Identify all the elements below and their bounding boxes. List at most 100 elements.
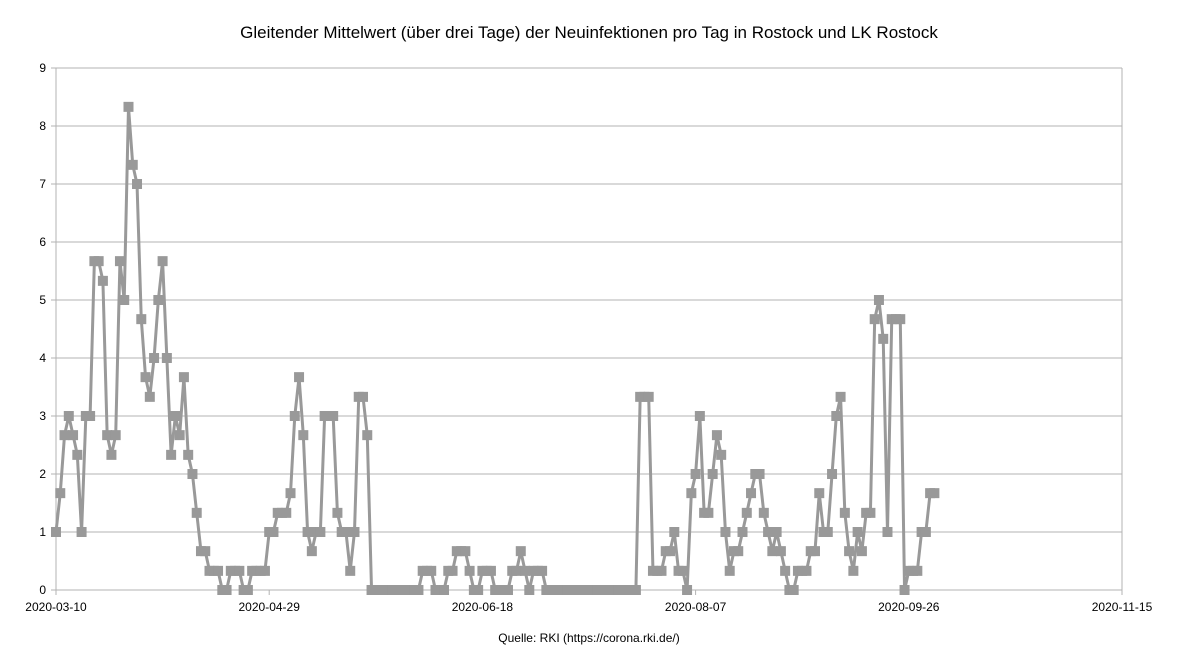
data-point [839,507,850,518]
data-point [221,585,232,595]
data-point [63,411,74,421]
x-tick-label: 2020-09-26 [878,600,940,614]
data-point [814,488,825,499]
y-tick-label: 1 [39,525,46,539]
data-point [183,449,194,460]
data-point [149,353,160,363]
data-point [114,256,125,267]
data-point [473,585,484,595]
data-point [187,469,198,479]
data-point [191,507,202,518]
data-point [758,507,769,518]
data-point [234,565,245,576]
data-point [771,527,782,537]
data-point [93,256,104,267]
data-point [737,527,748,537]
data-point [720,527,731,537]
axes [51,67,1123,595]
y-tick-label: 7 [39,177,46,191]
data-point [178,372,189,383]
data-series [51,101,940,595]
data-point [801,565,812,576]
data-point [460,546,471,557]
data-point [127,159,138,170]
data-point [200,546,211,557]
x-tick-label: 2020-06-18 [452,600,514,614]
data-point [213,565,224,576]
data-point [123,101,134,112]
data-point [630,585,641,595]
data-point [281,507,292,518]
data-point [746,488,757,499]
data-point [285,488,296,499]
y-tick-label: 5 [39,293,46,307]
data-point [809,546,820,557]
data-point [97,275,108,286]
data-point [110,430,121,441]
series-line [54,105,935,592]
data-point [711,430,722,441]
data-point [242,585,253,595]
data-point [878,333,889,344]
y-tick-label: 8 [39,119,46,133]
x-tick-label: 2020-11-15 [1092,600,1153,614]
data-point [136,314,147,325]
data-point [656,565,667,576]
data-point [831,411,842,421]
y-tick-labels: 0 1 2 3 4 5 6 7 8 9 [39,61,46,597]
data-point [349,527,360,537]
data-point [502,585,513,595]
data-point [55,488,66,499]
y-tick-label: 2 [39,467,46,481]
data-point [690,469,701,479]
data-point [882,527,893,537]
data-point [520,565,531,576]
data-point [72,449,83,460]
data-point [643,391,654,402]
y-tick-label: 4 [39,351,46,365]
data-point [844,546,855,557]
x-tick-label: 2020-03-10 [25,600,87,614]
data-point [426,565,437,576]
x-tick-labels: 2020-03-10 2020-04-29 2020-06-18 2020-08-07… [25,600,1152,614]
data-point [102,430,113,441]
data-point [51,527,61,537]
data-point [68,430,79,441]
data-point [511,565,522,576]
data-point [170,411,181,421]
data-point [780,565,791,576]
data-point [537,565,548,576]
data-point [119,295,130,305]
data-point [665,546,676,557]
data-point [869,314,880,325]
data-point [328,411,339,421]
data-point [929,488,940,499]
data-point [106,449,117,460]
data-point [912,565,923,576]
data-point [822,527,833,537]
data-point [873,295,884,305]
data-point [268,527,279,537]
data-point [332,507,343,518]
data-point [515,546,526,557]
data-point [677,565,688,576]
data-point [682,585,693,595]
data-point [895,314,906,325]
data-point [485,565,496,576]
data-point [775,546,786,557]
data-point [703,507,714,518]
data-point [716,449,727,460]
y-tick-label: 9 [39,61,46,75]
data-point [848,565,859,576]
data-point [763,527,774,537]
data-point [358,391,369,402]
data-point [413,585,424,595]
data-point [447,565,458,576]
data-point [306,546,317,557]
data-point [788,585,799,595]
data-point [754,469,765,479]
chart-title: Gleitender Mittelwert (über drei Tage) d… [240,23,938,42]
data-point [302,527,313,537]
